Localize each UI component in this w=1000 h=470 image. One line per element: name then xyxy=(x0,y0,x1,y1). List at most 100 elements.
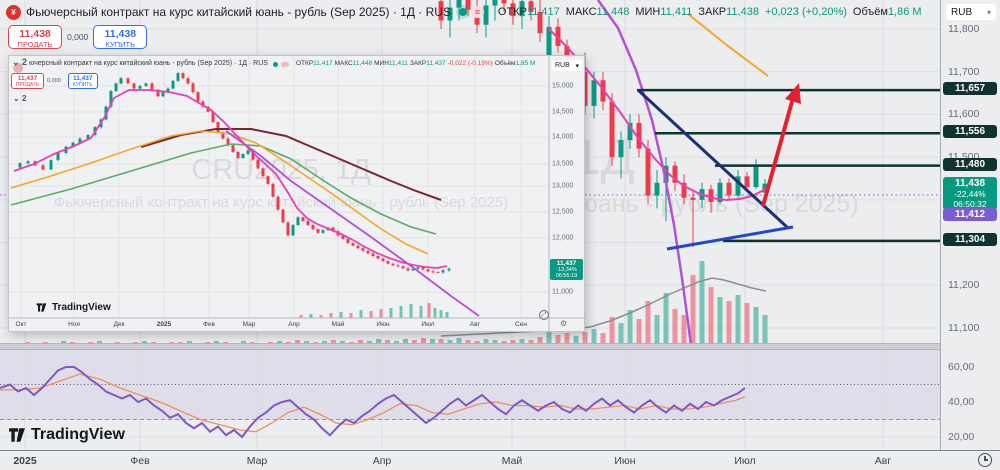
inset-candle xyxy=(191,83,195,93)
inset-candle xyxy=(341,235,345,239)
candle xyxy=(717,182,723,202)
price-axis[interactable]: RUB▾ 11,80011,70011,60011,50011,20011,10… xyxy=(940,0,1000,470)
volume-bar xyxy=(447,340,453,345)
volume-bar xyxy=(636,319,642,345)
candle xyxy=(456,0,462,8)
inset-candle xyxy=(196,92,200,102)
inset-gear-icon[interactable]: ⚙ xyxy=(560,319,568,328)
volume-bar xyxy=(421,338,426,345)
low-label: МИН xyxy=(635,6,661,18)
inset-candle xyxy=(156,89,160,97)
candle xyxy=(627,122,633,141)
trendline xyxy=(666,225,794,251)
inset-candle xyxy=(56,152,60,161)
price-tick: 11,100 xyxy=(948,322,980,334)
inset-chart-window[interactable]: CRU2025, 1Д Фьючерсный контракт на курс … xyxy=(8,55,586,333)
volume-bar xyxy=(412,340,417,345)
volume-bar xyxy=(438,339,444,345)
time-axis[interactable]: 2025 Фев Мар Апр Май Июн Июл Авг xyxy=(0,450,1000,470)
inset-candle xyxy=(132,83,136,89)
inset-candle xyxy=(246,150,250,154)
inset-pane-chevron[interactable]: ⌄ 2 xyxy=(13,94,27,103)
rsi-tick: 60,00 xyxy=(948,361,975,373)
inset-volume-bar xyxy=(439,310,443,318)
volume-bar xyxy=(331,340,336,345)
currency-dropdown[interactable]: RUB ▾ xyxy=(946,4,996,20)
rsi-plot[interactable] xyxy=(0,349,940,450)
volume-bar xyxy=(537,337,543,345)
inset-last-price-badge: 11,437 -13,34% 06:55:19 xyxy=(550,259,583,280)
inset-collapse-chevron[interactable]: ⌄ 2 xyxy=(12,57,28,67)
candle xyxy=(681,182,687,198)
session-clock-icon[interactable] xyxy=(978,453,992,467)
level-price-badge: 11,556 xyxy=(943,125,997,139)
chart-title[interactable]: Фьючерсный контракт на курс китайский юа… xyxy=(26,5,451,19)
inset-restore-icon[interactable]: ⤢ xyxy=(539,310,549,320)
inset-month-label: Ноя xyxy=(68,321,80,328)
inset-candle xyxy=(321,230,325,233)
volume-bar xyxy=(753,307,759,345)
volume-bar xyxy=(492,340,498,345)
volume-bar xyxy=(591,329,597,345)
candle xyxy=(735,176,741,196)
inset-volume-bar xyxy=(389,308,393,318)
inset-candle xyxy=(109,91,113,107)
high-value: 11,448 xyxy=(596,6,630,18)
sell-button[interactable]: 11,438 ПРОДАТЬ xyxy=(8,25,62,49)
inset-volume-bar xyxy=(359,310,363,318)
low-value: 11,411 xyxy=(660,6,693,18)
inset-tradingview-logo: TradingView xyxy=(36,302,111,313)
inset-candle xyxy=(447,268,451,271)
inset-candle xyxy=(346,238,350,244)
inset-price-chart[interactable] xyxy=(9,56,586,333)
inset-candle xyxy=(186,78,190,84)
projection-arrow-head xyxy=(785,83,801,104)
volume-bar xyxy=(609,317,615,345)
inset-trade-panel: 11,437 ПРОДАТЬ 0,000 11,437 КУПИТЬ xyxy=(11,73,98,89)
level-price-badge: 11,304 xyxy=(943,232,997,246)
inset-candle xyxy=(271,183,275,197)
inset-volume-bar xyxy=(319,315,323,318)
inset-month-label: Июл xyxy=(421,321,435,328)
inset-candle xyxy=(441,270,445,273)
inset-candle xyxy=(78,138,82,143)
volume-bar xyxy=(663,293,669,345)
volume-value: 1,86 М xyxy=(887,6,922,18)
inset-volume-bar xyxy=(419,306,423,318)
pane-separator[interactable] xyxy=(0,343,1000,350)
inset-candle xyxy=(150,83,154,90)
volume-bar xyxy=(600,333,606,345)
volume-bar xyxy=(510,340,516,345)
inset-candle xyxy=(241,153,245,159)
inset-sell-button[interactable]: 11,437 ПРОДАТЬ xyxy=(11,73,44,89)
inset-price-tick: 14,000 xyxy=(552,133,574,141)
inset-volume-bar xyxy=(299,315,303,318)
inset-candle xyxy=(171,80,175,89)
candle xyxy=(537,11,543,34)
inset-candle xyxy=(176,73,180,81)
volume-bar xyxy=(681,315,687,345)
candle xyxy=(501,0,507,4)
inset-candle xyxy=(236,151,240,159)
inset-candle xyxy=(221,132,225,139)
candle xyxy=(510,3,516,17)
tradingview-logo[interactable]: TradingView xyxy=(8,426,125,444)
inset-candle xyxy=(231,145,235,152)
inset-candle xyxy=(351,243,355,246)
inset-chart-title[interactable]: ючерсный контракт на курс китайский юань… xyxy=(29,60,268,67)
candle xyxy=(726,182,732,196)
instrument-logo-icon: ¥ xyxy=(6,4,21,20)
inset-buy-button[interactable]: 11,437 КУПИТЬ xyxy=(67,73,98,89)
inset-candle xyxy=(391,263,395,266)
inset-price-tick: 13,500 xyxy=(552,160,574,168)
inset-currency-dropdown[interactable]: RUB ▾ xyxy=(552,60,582,71)
inset-volume-bar xyxy=(369,311,373,318)
inset-volume-bar xyxy=(445,312,449,318)
inset-candle xyxy=(166,88,170,93)
time-axis-label: Мар xyxy=(246,455,268,467)
inset-market-open-dot-icon xyxy=(273,62,278,67)
time-axis-label: Апр xyxy=(372,455,392,467)
candle xyxy=(447,7,453,21)
buy-button[interactable]: 11,438 КУПИТЬ xyxy=(93,25,148,49)
